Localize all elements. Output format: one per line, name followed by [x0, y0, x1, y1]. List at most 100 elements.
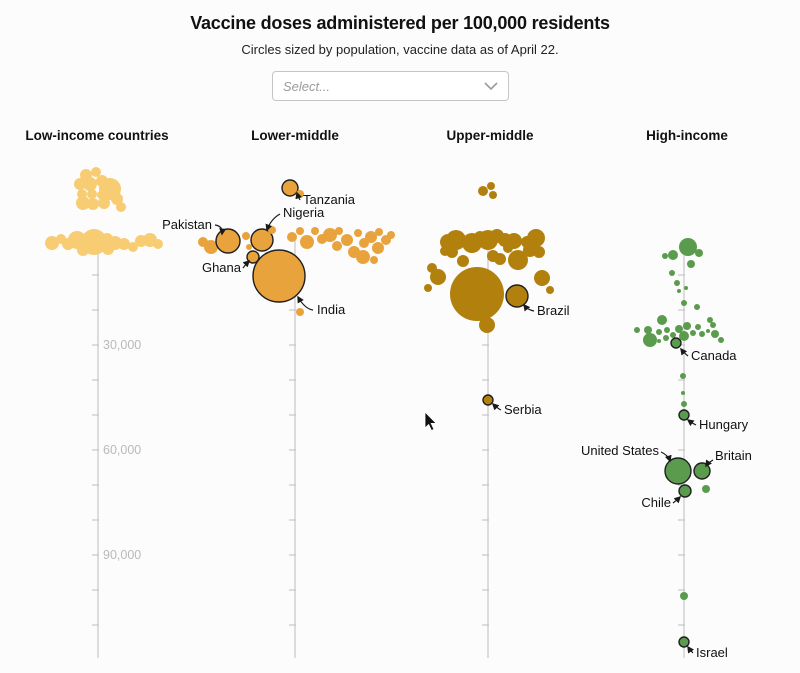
country-circle-low-income-countries[interactable] — [97, 191, 105, 199]
country-circle-low-income-countries[interactable] — [98, 197, 110, 209]
country-circle-upper-middle[interactable] — [546, 286, 554, 294]
country-circle-lower-middle[interactable] — [341, 234, 353, 246]
country-circle-high-income[interactable] — [675, 325, 683, 333]
country-circle-lower-middle[interactable] — [250, 228, 274, 252]
country-circle-low-income-countries[interactable] — [45, 236, 59, 250]
country-circle-high-income[interactable] — [711, 330, 719, 338]
country-circle-low-income-countries[interactable] — [111, 193, 123, 205]
country-circle-low-income-countries[interactable] — [83, 177, 97, 191]
country-circle-high-income[interactable] — [718, 337, 724, 343]
country-circle-lower-middle[interactable] — [296, 308, 304, 316]
country-circle-high-income[interactable] — [681, 391, 685, 395]
country-circle-high-income[interactable] — [678, 484, 692, 498]
country-circle-lower-middle[interactable] — [372, 242, 384, 254]
country-circle-high-income[interactable] — [663, 335, 669, 341]
country-circle-lower-middle[interactable] — [287, 232, 297, 242]
country-circle-low-income-countries[interactable] — [87, 198, 99, 210]
country-circle-lower-middle[interactable] — [332, 241, 342, 251]
country-circle-upper-middle[interactable] — [457, 255, 469, 267]
country-circle-upper-middle[interactable] — [534, 270, 550, 286]
country-circle-lower-middle[interactable] — [323, 228, 337, 242]
country-circle-low-income-countries[interactable] — [116, 202, 126, 212]
country-circle-low-income-countries[interactable] — [91, 167, 101, 177]
country-circle-low-income-countries[interactable] — [76, 196, 90, 210]
country-circle-high-income[interactable] — [678, 409, 690, 421]
country-circle-high-income[interactable] — [670, 332, 676, 338]
country-circle-low-income-countries[interactable] — [108, 236, 122, 250]
country-circle-upper-middle[interactable] — [450, 267, 504, 321]
country-circle-high-income[interactable] — [657, 339, 661, 343]
country-circle-high-income[interactable] — [679, 238, 697, 256]
country-circle-upper-middle[interactable] — [533, 246, 545, 258]
country-circle-lower-middle[interactable] — [268, 226, 276, 234]
country-select-dropdown[interactable]: Select... — [272, 71, 509, 101]
country-circle-low-income-countries[interactable] — [87, 189, 97, 199]
country-circle-low-income-countries[interactable] — [128, 242, 138, 252]
country-circle-high-income[interactable] — [643, 333, 657, 347]
country-circle-high-income[interactable] — [668, 250, 678, 260]
country-circle-high-income[interactable] — [669, 270, 675, 276]
country-circle-lower-middle[interactable] — [215, 228, 241, 254]
country-circle-lower-middle[interactable] — [281, 179, 299, 197]
country-circle-high-income[interactable] — [699, 331, 705, 337]
country-circle-lower-middle[interactable] — [370, 256, 378, 264]
country-circle-low-income-countries[interactable] — [74, 178, 86, 190]
country-circle-high-income[interactable] — [656, 329, 662, 335]
country-circle-high-income[interactable] — [644, 326, 652, 334]
country-circle-high-income[interactable] — [693, 462, 711, 480]
country-circle-lower-middle[interactable] — [356, 250, 370, 264]
country-circle-high-income[interactable] — [690, 330, 696, 336]
country-circle-lower-middle[interactable] — [300, 235, 314, 249]
country-circle-upper-middle[interactable] — [487, 182, 495, 190]
country-circle-lower-middle[interactable] — [242, 232, 250, 240]
country-circle-low-income-countries[interactable] — [153, 239, 163, 249]
country-circle-high-income[interactable] — [687, 260, 695, 268]
country-circle-high-income[interactable] — [680, 592, 688, 600]
country-circle-low-income-countries[interactable] — [118, 238, 130, 250]
country-circle-upper-middle[interactable] — [478, 186, 488, 196]
country-circle-upper-middle[interactable] — [482, 394, 494, 406]
country-circle-high-income[interactable] — [695, 324, 701, 330]
country-circle-high-income[interactable] — [664, 457, 692, 485]
country-circle-lower-middle[interactable] — [375, 228, 383, 236]
country-circle-high-income[interactable] — [678, 636, 690, 648]
country-circle-upper-middle[interactable] — [446, 230, 466, 250]
country-circle-upper-middle[interactable] — [505, 284, 529, 308]
country-circle-upper-middle[interactable] — [527, 229, 545, 247]
country-circle-upper-middle[interactable] — [508, 250, 528, 270]
country-circle-lower-middle[interactable] — [387, 231, 395, 239]
country-circle-lower-middle[interactable] — [311, 227, 319, 235]
country-circle-high-income[interactable] — [674, 280, 680, 286]
country-circle-high-income[interactable] — [683, 322, 691, 330]
country-circle-upper-middle[interactable] — [494, 253, 506, 265]
country-circle-high-income[interactable] — [702, 485, 710, 493]
country-circle-upper-middle[interactable] — [479, 317, 495, 333]
country-circle-high-income[interactable] — [662, 253, 668, 259]
country-circle-high-income[interactable] — [710, 322, 716, 328]
country-circle-high-income[interactable] — [680, 373, 686, 379]
country-circle-lower-middle[interactable] — [335, 227, 343, 235]
country-circle-high-income[interactable] — [657, 315, 667, 325]
country-circle-lower-middle[interactable] — [354, 229, 362, 237]
country-circle-lower-middle[interactable] — [296, 227, 304, 235]
country-circle-high-income[interactable] — [670, 337, 682, 349]
country-circle-upper-middle[interactable] — [506, 233, 522, 249]
country-circle-lower-middle[interactable] — [365, 231, 377, 243]
country-circle-high-income[interactable] — [694, 304, 700, 310]
country-circle-high-income[interactable] — [664, 327, 670, 333]
country-circle-high-income[interactable] — [695, 249, 703, 257]
country-circle-high-income[interactable] — [634, 327, 640, 333]
country-circle-upper-middle[interactable] — [430, 269, 446, 285]
country-circle-high-income[interactable] — [681, 300, 687, 306]
country-circle-high-income[interactable] — [679, 331, 689, 341]
country-circle-upper-middle[interactable] — [489, 191, 497, 199]
country-circle-lower-middle[interactable] — [246, 244, 252, 250]
country-circle-lower-middle[interactable] — [204, 240, 218, 254]
country-circle-high-income[interactable] — [684, 286, 688, 290]
country-circle-lower-middle[interactable] — [252, 249, 306, 303]
country-circle-high-income[interactable] — [707, 317, 713, 323]
country-circle-high-income[interactable] — [677, 289, 681, 293]
country-circle-high-income[interactable] — [681, 401, 687, 407]
country-circle-upper-middle[interactable] — [424, 284, 432, 292]
country-circle-low-income-countries[interactable] — [77, 244, 89, 256]
